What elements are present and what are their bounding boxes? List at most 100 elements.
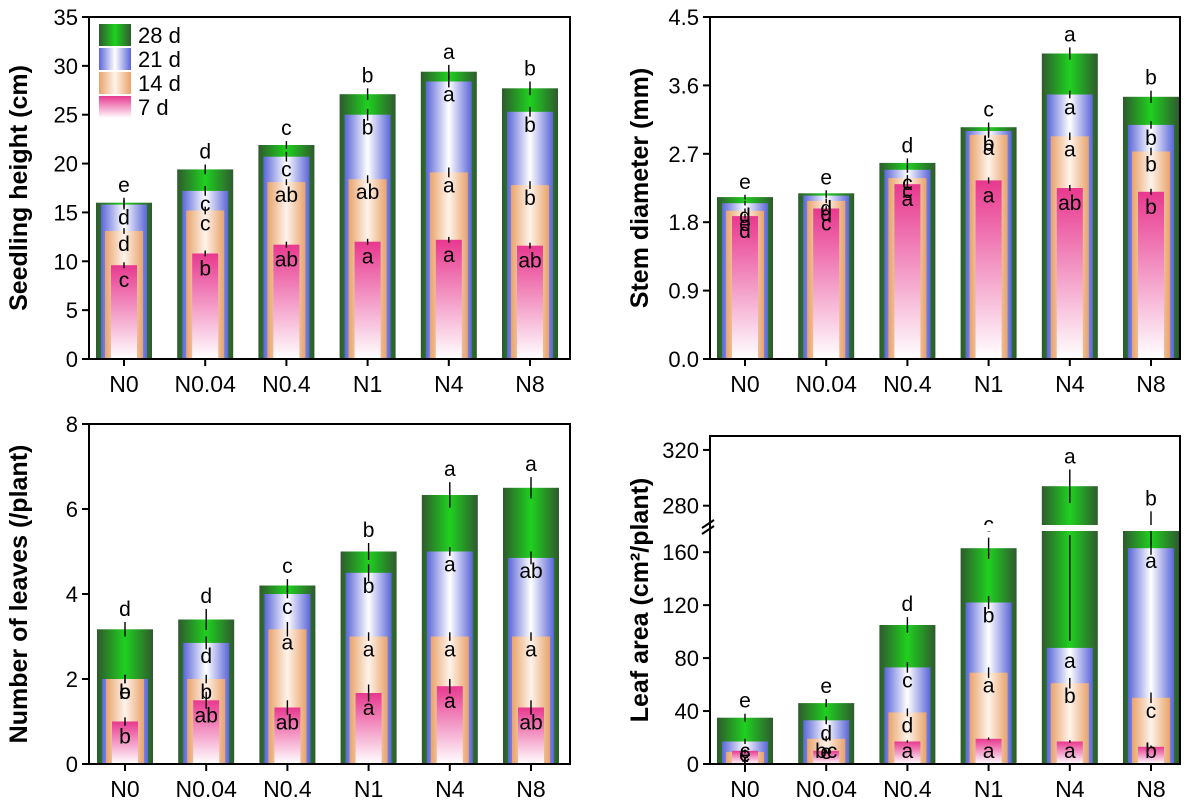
sig-letter-leaf-area-14d-N4: b — [1064, 685, 1076, 708]
sig-letter-seedling-height-14d-N4: a — [443, 174, 455, 197]
sig-letter-number-of-leaves-14d-N4: a — [444, 639, 456, 662]
sig-letter-stem-diameter-14d-N0: e — [739, 213, 751, 236]
sig-letter-number-of-leaves-28d-N0.04: d — [200, 585, 212, 608]
sig-letter-stem-diameter-28d-N8: b — [1145, 67, 1157, 90]
legend-label-21d: 21 d — [138, 47, 181, 72]
y-axis-label-leaf-area: Leaf area (cm²/plant) — [626, 478, 654, 723]
sig-letter-number-of-leaves-28d-N0: d — [119, 598, 131, 621]
sig-letter-leaf-area-21d-N0.4: c — [902, 669, 913, 692]
y-tick-label-leaf-area: 80 — [675, 646, 699, 671]
sig-letter-seedling-height-21d-N0.04: c — [200, 193, 211, 216]
sig-letter-leaf-area-28d-N8: b — [1145, 487, 1157, 510]
sig-letter-leaf-area-21d-N8: a — [1145, 550, 1157, 573]
sig-letter-stem-diameter-14d-N8: b — [1145, 154, 1157, 177]
y-tick-label-seedling-height: 15 — [54, 200, 78, 225]
x-tick-label-leaf-area-N0: N0 — [730, 776, 759, 802]
sig-letter-number-of-leaves-28d-N8: a — [525, 453, 537, 476]
sig-letter-stem-diameter-28d-N0.04: e — [820, 166, 832, 189]
bar-number-of-leaves-7d-N0.4 — [274, 707, 301, 764]
sig-letter-seedling-height-7d-N4: a — [443, 244, 455, 267]
bar-leaf-area-7d-N4 — [1056, 741, 1083, 764]
sig-letter-number-of-leaves-28d-N1: b — [363, 519, 375, 542]
panel-leaf-area: eefcedebcdcdacbaaaababacb040801201602803… — [626, 435, 1182, 802]
legend-swatch-7d — [99, 96, 131, 118]
plot-frame-number-of-leaves — [88, 423, 571, 765]
plot-frame-leaf-area — [709, 435, 1181, 765]
x-tick-label-number-of-leaves-N4: N4 — [435, 776, 465, 802]
bar-leaf-area-7d-N8 — [1138, 746, 1164, 764]
sig-letter-number-of-leaves-28d-N0.4: c — [282, 555, 293, 578]
bar-number-of-leaves-7d-N4 — [436, 686, 463, 764]
sig-letter-number-of-leaves-21d-N0.04: d — [200, 645, 212, 668]
sig-letter-seedling-height-14d-N8: b — [524, 187, 536, 210]
legend-swatch-14d — [99, 72, 131, 94]
x-tick-label-stem-diameter-N0.4: N0.4 — [883, 371, 932, 397]
sig-letter-leaf-area-14d-N0.04: e — [820, 741, 832, 764]
sig-letter-number-of-leaves-7d-N0.04: ab — [195, 704, 218, 727]
sig-letter-leaf-area-21d-N4: a — [1064, 650, 1076, 673]
sig-letter-leaf-area-7d-N0: c — [740, 740, 751, 763]
sig-letter-stem-diameter-28d-N1: c — [983, 99, 994, 122]
y-tick-label-seedling-height: 5 — [66, 298, 78, 323]
bar-number-of-leaves-7d-N0 — [112, 721, 138, 764]
sig-letter-leaf-area-7d-N0.04: bc — [815, 740, 837, 763]
bar-seedling-height-7d-N8 — [517, 245, 543, 359]
sig-letter-leaf-area-7d-N1: a — [983, 740, 995, 763]
sig-letter-leaf-area-21d-N1: b — [983, 605, 995, 628]
bar-stem-diameter-7d-N1 — [975, 180, 1002, 359]
sig-letter-stem-diameter-28d-N4: a — [1064, 23, 1076, 46]
x-tick-label-seedling-height-N8: N8 — [515, 371, 544, 397]
sig-letter-stem-diameter-14d-N0.4: c — [902, 180, 913, 203]
sig-letter-stem-diameter-7d-N0.04: c — [821, 213, 832, 236]
y-tick-label-leaf-area: 160 — [662, 540, 699, 565]
x-tick-label-stem-diameter-N0: N0 — [730, 371, 759, 397]
sig-letter-leaf-area-21d-N0.04: d — [820, 722, 832, 745]
y-tick-label-seedling-height: 35 — [54, 5, 78, 30]
sig-letter-stem-diameter-7d-N0: d — [739, 220, 751, 243]
y-tick-label-number-of-leaves: 8 — [66, 412, 78, 437]
sig-letter-leaf-area-14d-N0.4: d — [902, 714, 914, 737]
sig-letter-seedling-height-28d-N0: e — [118, 174, 130, 197]
x-tick-label-number-of-leaves-N0.4: N0.4 — [263, 776, 312, 802]
bar-stem-diameter-7d-N0 — [732, 216, 758, 359]
sig-letter-number-of-leaves-7d-N8: ab — [519, 712, 542, 735]
sig-letter-seedling-height-7d-N0: c — [119, 269, 130, 292]
sig-letter-number-of-leaves-21d-N0.4: c — [282, 596, 293, 619]
y-tick-label-number-of-leaves: 2 — [66, 667, 78, 692]
bar-seedling-height-7d-N0.04 — [192, 253, 219, 359]
sig-letter-stem-diameter-28d-N0: e — [739, 171, 751, 194]
legend-label-28d: 28 d — [138, 23, 181, 48]
sig-letter-seedling-height-7d-N8: ab — [518, 250, 541, 273]
sig-letter-leaf-area-7d-N4: a — [1064, 740, 1076, 763]
sig-letter-leaf-area-21d-N0: e — [739, 744, 751, 767]
plot-frame-seedling-height — [88, 16, 571, 360]
bar-stem-diameter-7d-N0.04 — [813, 208, 840, 359]
x-tick-label-seedling-height-N0.4: N0.4 — [262, 371, 311, 397]
sig-letter-stem-diameter-7d-N4: ab — [1058, 192, 1081, 215]
sig-letter-number-of-leaves-21d-N0: e — [119, 681, 131, 704]
sig-letter-number-of-leaves-14d-N0: b — [119, 681, 131, 704]
sig-letter-seedling-height-21d-N0.4: c — [281, 159, 292, 182]
y-tick-label-seedling-height: 10 — [54, 249, 78, 274]
x-tick-label-leaf-area-N8: N8 — [1136, 776, 1165, 802]
y-tick-label-stem-diameter: 3.6 — [668, 73, 699, 98]
y-tick-label-leaf-area: 0 — [687, 752, 699, 777]
sig-letter-seedling-height-28d-N1: b — [362, 64, 374, 87]
sig-letter-stem-diameter-21d-N1: b — [983, 133, 995, 156]
x-tick-label-stem-diameter-N8: N8 — [1136, 371, 1165, 397]
sig-letter-number-of-leaves-21d-N4: a — [444, 554, 456, 577]
sig-letter-leaf-area-28d-N4: a — [1064, 446, 1076, 469]
sig-letter-seedling-height-28d-N0.4: c — [281, 117, 292, 140]
axis-break-gap — [708, 525, 1182, 531]
y-axis-label-stem-diameter: Stem diameter (mm) — [626, 68, 654, 308]
x-tick-label-number-of-leaves-N8: N8 — [516, 776, 545, 802]
sig-letter-stem-diameter-14d-N0.04: d — [820, 203, 832, 226]
sig-letter-number-of-leaves-21d-N1: b — [363, 575, 375, 598]
x-tick-label-number-of-leaves-N1: N1 — [354, 776, 383, 802]
y-tick-label-leaf-area: 120 — [662, 593, 699, 618]
sig-letter-seedling-height-28d-N4: a — [443, 41, 455, 64]
sig-letter-seedling-height-21d-N4: a — [443, 84, 455, 107]
y-axis-label-number-of-leaves: Number of leaves (/plant) — [5, 445, 33, 744]
